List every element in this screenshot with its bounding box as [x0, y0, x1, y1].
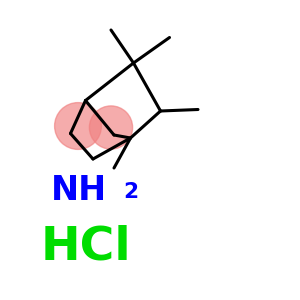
Text: NH: NH	[50, 174, 106, 207]
Circle shape	[89, 106, 133, 149]
Text: 2: 2	[123, 182, 138, 202]
Circle shape	[55, 103, 101, 149]
Text: HCl: HCl	[40, 225, 131, 270]
